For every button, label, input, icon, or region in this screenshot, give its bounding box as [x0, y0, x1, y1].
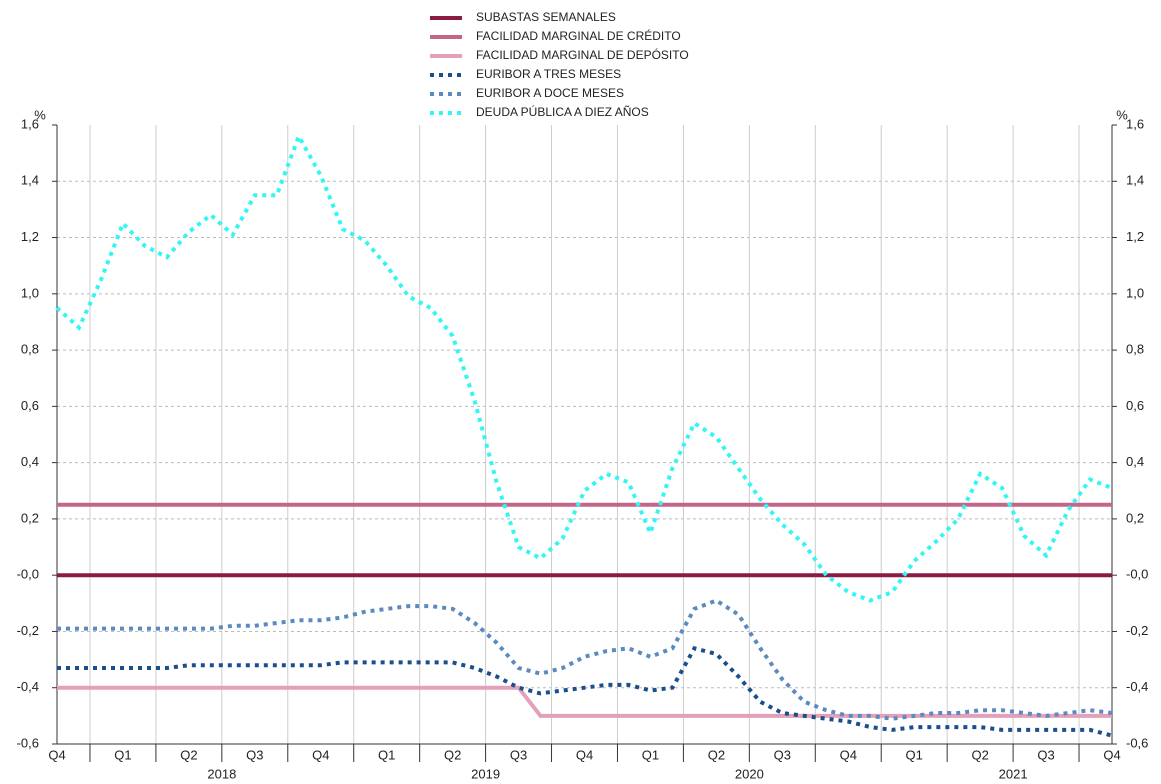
x-tick-label: Q2 [180, 747, 197, 762]
legend-label: EURIBOR A TRES MESES [476, 67, 621, 81]
series-line [57, 685, 1112, 718]
y-tick-label: 1,6 [21, 116, 39, 131]
y2-tick-label: 1,6 [1126, 116, 1144, 131]
x-tick-label: Q3 [246, 747, 263, 762]
y-tick-label: 1,2 [21, 229, 39, 244]
y2-tick-label: 1,0 [1126, 285, 1144, 300]
y2-tick-label: -0,0 [1126, 567, 1148, 582]
year-label: 2019 [471, 766, 500, 781]
year-label: 2018 [207, 766, 236, 781]
x-tick-label: Q4 [312, 747, 329, 762]
y-tick-label: -0,2 [17, 623, 39, 638]
y-tick-label: -0,4 [17, 679, 39, 694]
legend-label: DEUDA PÚBLICA A DIEZ AÑOS [476, 104, 649, 119]
year-label: 2020 [735, 766, 764, 781]
y2-tick-label: 1,4 [1126, 173, 1144, 188]
x-tick-label: Q4 [840, 747, 857, 762]
y-tick-label: 0,2 [21, 510, 39, 525]
x-tick-label: Q1 [114, 747, 131, 762]
y2-tick-label: 1,2 [1126, 229, 1144, 244]
x-tick-label: Q1 [378, 747, 395, 762]
legend-label: SUBASTAS SEMANALES [476, 10, 616, 24]
x-tick-label: Q2 [708, 747, 725, 762]
x-tick-label: Q2 [444, 747, 461, 762]
y-tick-label: 0,4 [21, 454, 39, 469]
y2-tick-label: -0,4 [1126, 679, 1148, 694]
x-tick-label: Q1 [906, 747, 923, 762]
x-tick-label: Q3 [510, 747, 527, 762]
y-tick-label: 0,8 [21, 342, 39, 357]
series-line [57, 598, 1113, 721]
x-tick-label: Q1 [642, 747, 659, 762]
y-tick-label: -0,6 [17, 735, 39, 750]
year-label: 2021 [999, 766, 1028, 781]
y2-tick-label: 0,6 [1126, 398, 1144, 413]
y-tick-label: 1,4 [21, 173, 39, 188]
y-tick-label: -0,0 [17, 567, 39, 582]
y-unit: % [34, 107, 46, 122]
y2-unit: % [1116, 107, 1128, 122]
series-line [55, 131, 1113, 603]
y2-tick-label: -0,6 [1126, 735, 1148, 750]
y-tick-label: 0,6 [21, 398, 39, 413]
series-line [57, 645, 1113, 738]
y2-tick-label: 0,2 [1126, 510, 1144, 525]
legend-label: FACILIDAD MARGINAL DE DEPÓSITO [476, 47, 689, 62]
legend-label: FACILIDAD MARGINAL DE CRÉDITO [476, 28, 681, 43]
x-tick-label: Q3 [774, 747, 791, 762]
x-tick-label: Q2 [971, 747, 988, 762]
y2-tick-label: 0,4 [1126, 454, 1144, 469]
y-tick-label: 1,0 [21, 285, 39, 300]
legend-label: EURIBOR A DOCE MESES [476, 86, 624, 100]
x-tick-label: Q4 [48, 747, 65, 762]
x-tick-label: Q4 [1103, 747, 1120, 762]
x-tick-label: Q4 [576, 747, 593, 762]
y2-tick-label: 0,8 [1126, 342, 1144, 357]
x-tick-label: Q3 [1037, 747, 1054, 762]
y2-tick-label: -0,2 [1126, 623, 1148, 638]
